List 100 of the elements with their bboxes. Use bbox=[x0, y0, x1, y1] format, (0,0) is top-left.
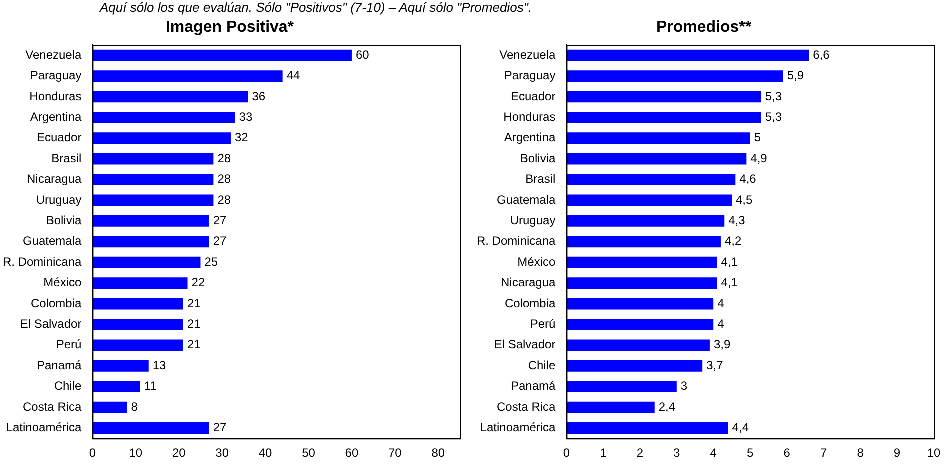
y-tick-label: Ecuador bbox=[36, 130, 82, 145]
data-label: 27 bbox=[213, 214, 228, 228]
data-label: 28 bbox=[218, 172, 232, 186]
data-label: 4 bbox=[718, 317, 725, 332]
data-label: 5,9 bbox=[787, 68, 804, 83]
y-tick-label: Paraguay bbox=[30, 68, 82, 83]
bar bbox=[566, 132, 750, 144]
x-tick-label: 4 bbox=[710, 446, 718, 460]
bar bbox=[566, 174, 736, 186]
y-tick-label: Nicaragua bbox=[26, 172, 82, 186]
data-label: 28 bbox=[218, 192, 232, 207]
y-tick-label: R. Dominicana bbox=[2, 254, 82, 269]
x-tick-label: 9 bbox=[894, 446, 901, 460]
bar bbox=[92, 422, 210, 434]
bar bbox=[566, 70, 784, 82]
y-tick-label: Perú bbox=[56, 338, 82, 352]
x-tick-label: 60 bbox=[345, 446, 359, 460]
data-label: 4 bbox=[718, 296, 725, 310]
bar bbox=[92, 91, 248, 103]
bar bbox=[92, 360, 149, 372]
bar bbox=[92, 381, 140, 393]
data-label: 4,6 bbox=[740, 172, 757, 186]
x-tick-label: 40 bbox=[258, 446, 273, 460]
bar bbox=[566, 422, 728, 434]
data-label: 22 bbox=[192, 276, 206, 290]
bar bbox=[92, 216, 210, 227]
y-tick-label: Panamá bbox=[510, 379, 556, 394]
bar bbox=[566, 50, 810, 62]
x-tick-label: 50 bbox=[302, 446, 316, 460]
bar bbox=[566, 360, 703, 372]
bar bbox=[566, 194, 732, 206]
bar bbox=[92, 70, 283, 82]
y-tick-label: Honduras bbox=[504, 110, 556, 124]
bar bbox=[92, 319, 184, 330]
y-tick-label: Guatemala bbox=[496, 192, 556, 207]
y-tick-label: México bbox=[44, 276, 82, 290]
bar bbox=[92, 340, 184, 352]
data-label: 60 bbox=[356, 48, 370, 62]
bar bbox=[566, 216, 725, 227]
y-tick-label: Latinoamérica bbox=[480, 420, 556, 435]
bar bbox=[566, 319, 714, 330]
data-label: 32 bbox=[234, 130, 249, 145]
y-tick-label: Chile bbox=[54, 379, 82, 394]
bar bbox=[566, 112, 762, 124]
y-tick-label: Guatemala bbox=[22, 234, 82, 248]
x-tick-label: 2 bbox=[636, 446, 644, 460]
x-tick-label: 30 bbox=[216, 446, 230, 460]
y-tick-label: Latinoamérica bbox=[6, 420, 82, 435]
bar bbox=[92, 174, 214, 186]
y-tick-label: Honduras bbox=[30, 89, 82, 104]
bar bbox=[566, 381, 677, 393]
y-tick-label: Venezuela bbox=[500, 48, 556, 62]
data-label: 4,1 bbox=[721, 276, 738, 290]
x-tick-label: 10 bbox=[129, 446, 143, 460]
x-tick-label: 80 bbox=[432, 446, 446, 460]
bar bbox=[92, 402, 128, 414]
bar bbox=[92, 194, 214, 206]
text: Aquí sólo los que evalúan. Sólo "Positivos" (7-10) – Aquí sólo "Promedios". bbox=[100, 0, 532, 15]
y-tick-label: Bolivia bbox=[46, 214, 82, 228]
y-tick-label: Bolivia bbox=[520, 151, 556, 166]
x-tick-label: 1 bbox=[600, 446, 608, 460]
bar bbox=[566, 153, 747, 165]
y-tick-label: Uruguay bbox=[36, 192, 82, 207]
bar bbox=[566, 298, 714, 310]
data-label: 8 bbox=[131, 400, 138, 414]
y-tick-label: El Salvador bbox=[494, 338, 556, 352]
y-tick-label: Perú bbox=[530, 317, 556, 332]
data-label: 5,3 bbox=[765, 110, 782, 124]
bar bbox=[92, 236, 210, 248]
data-label: 6,6 bbox=[813, 48, 830, 62]
data-label: 27 bbox=[213, 234, 228, 248]
y-tick-label: Uruguay bbox=[510, 214, 556, 228]
y-tick-label: Costa Rica bbox=[497, 400, 556, 414]
data-label: 4,2 bbox=[724, 234, 742, 248]
data-label: 5,3 bbox=[765, 89, 782, 104]
y-tick-label: Nicaragua bbox=[500, 276, 556, 290]
bar bbox=[566, 256, 718, 268]
x-tick-label: 6 bbox=[784, 446, 791, 460]
data-label: 33 bbox=[239, 110, 253, 124]
data-label: 4,9 bbox=[750, 151, 768, 166]
y-tick-label: Paraguay bbox=[504, 68, 556, 83]
data-label: 4,4 bbox=[732, 420, 750, 435]
x-tick-label: 70 bbox=[388, 446, 402, 460]
x-tick-label: 7 bbox=[820, 446, 828, 460]
data-label: 5 bbox=[754, 130, 762, 145]
data-label: 3 bbox=[680, 379, 688, 394]
data-label: 27 bbox=[213, 420, 228, 435]
data-label: 3,9 bbox=[714, 338, 731, 352]
bar bbox=[566, 402, 655, 414]
x-tick-label: 10 bbox=[927, 446, 941, 460]
x-tick-label: 0 bbox=[563, 446, 570, 460]
bar bbox=[92, 298, 184, 310]
y-tick-label: Costa Rica bbox=[23, 400, 82, 414]
bar bbox=[92, 153, 214, 165]
data-label: 28 bbox=[218, 151, 232, 166]
bar bbox=[566, 236, 721, 248]
x-tick-label: 5 bbox=[747, 446, 754, 460]
data-label: 21 bbox=[187, 338, 202, 352]
chart-title: Imagen Positiva* bbox=[166, 19, 295, 36]
y-tick-label: Venezuela bbox=[26, 48, 82, 62]
